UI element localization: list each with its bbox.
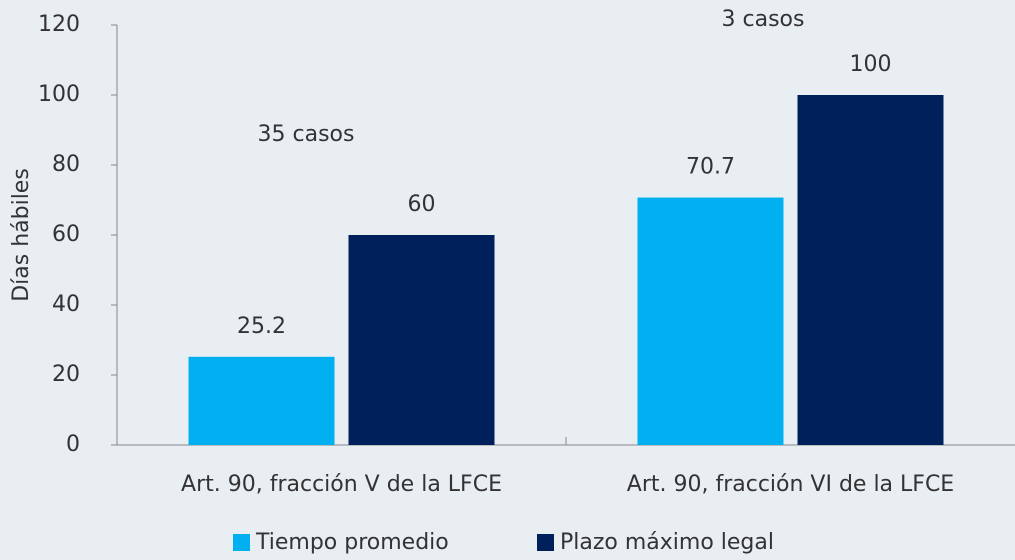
bar bbox=[797, 95, 944, 445]
value-label: 25.2 bbox=[237, 314, 286, 339]
y-axis-label: Días hábiles bbox=[9, 168, 34, 302]
y-tick-label: 80 bbox=[52, 152, 80, 177]
bar bbox=[188, 356, 335, 445]
legend-label: Plazo máximo legal bbox=[560, 530, 774, 555]
bar bbox=[348, 235, 495, 445]
y-tick-label: 120 bbox=[38, 12, 80, 37]
y-tick-label: 20 bbox=[52, 362, 80, 387]
value-label: 70.7 bbox=[686, 155, 735, 180]
annotation: 3 casos bbox=[722, 7, 805, 32]
annotation: 35 casos bbox=[258, 122, 355, 147]
bar bbox=[637, 197, 784, 445]
y-tick-label: 100 bbox=[38, 82, 80, 107]
value-label: 60 bbox=[408, 192, 436, 217]
y-tick-label: 40 bbox=[52, 292, 80, 317]
legend-label: Tiempo promedio bbox=[255, 530, 449, 555]
x-tick-label: Art. 90, fracción V de la LFCE bbox=[181, 472, 502, 497]
value-label: 100 bbox=[850, 52, 892, 77]
y-tick-label: 60 bbox=[52, 222, 80, 247]
legend-swatch bbox=[233, 534, 250, 551]
y-tick-label: 0 bbox=[66, 432, 80, 457]
legend-swatch bbox=[537, 534, 554, 551]
x-tick-label: Art. 90, fracción VI de la LFCE bbox=[627, 472, 954, 497]
